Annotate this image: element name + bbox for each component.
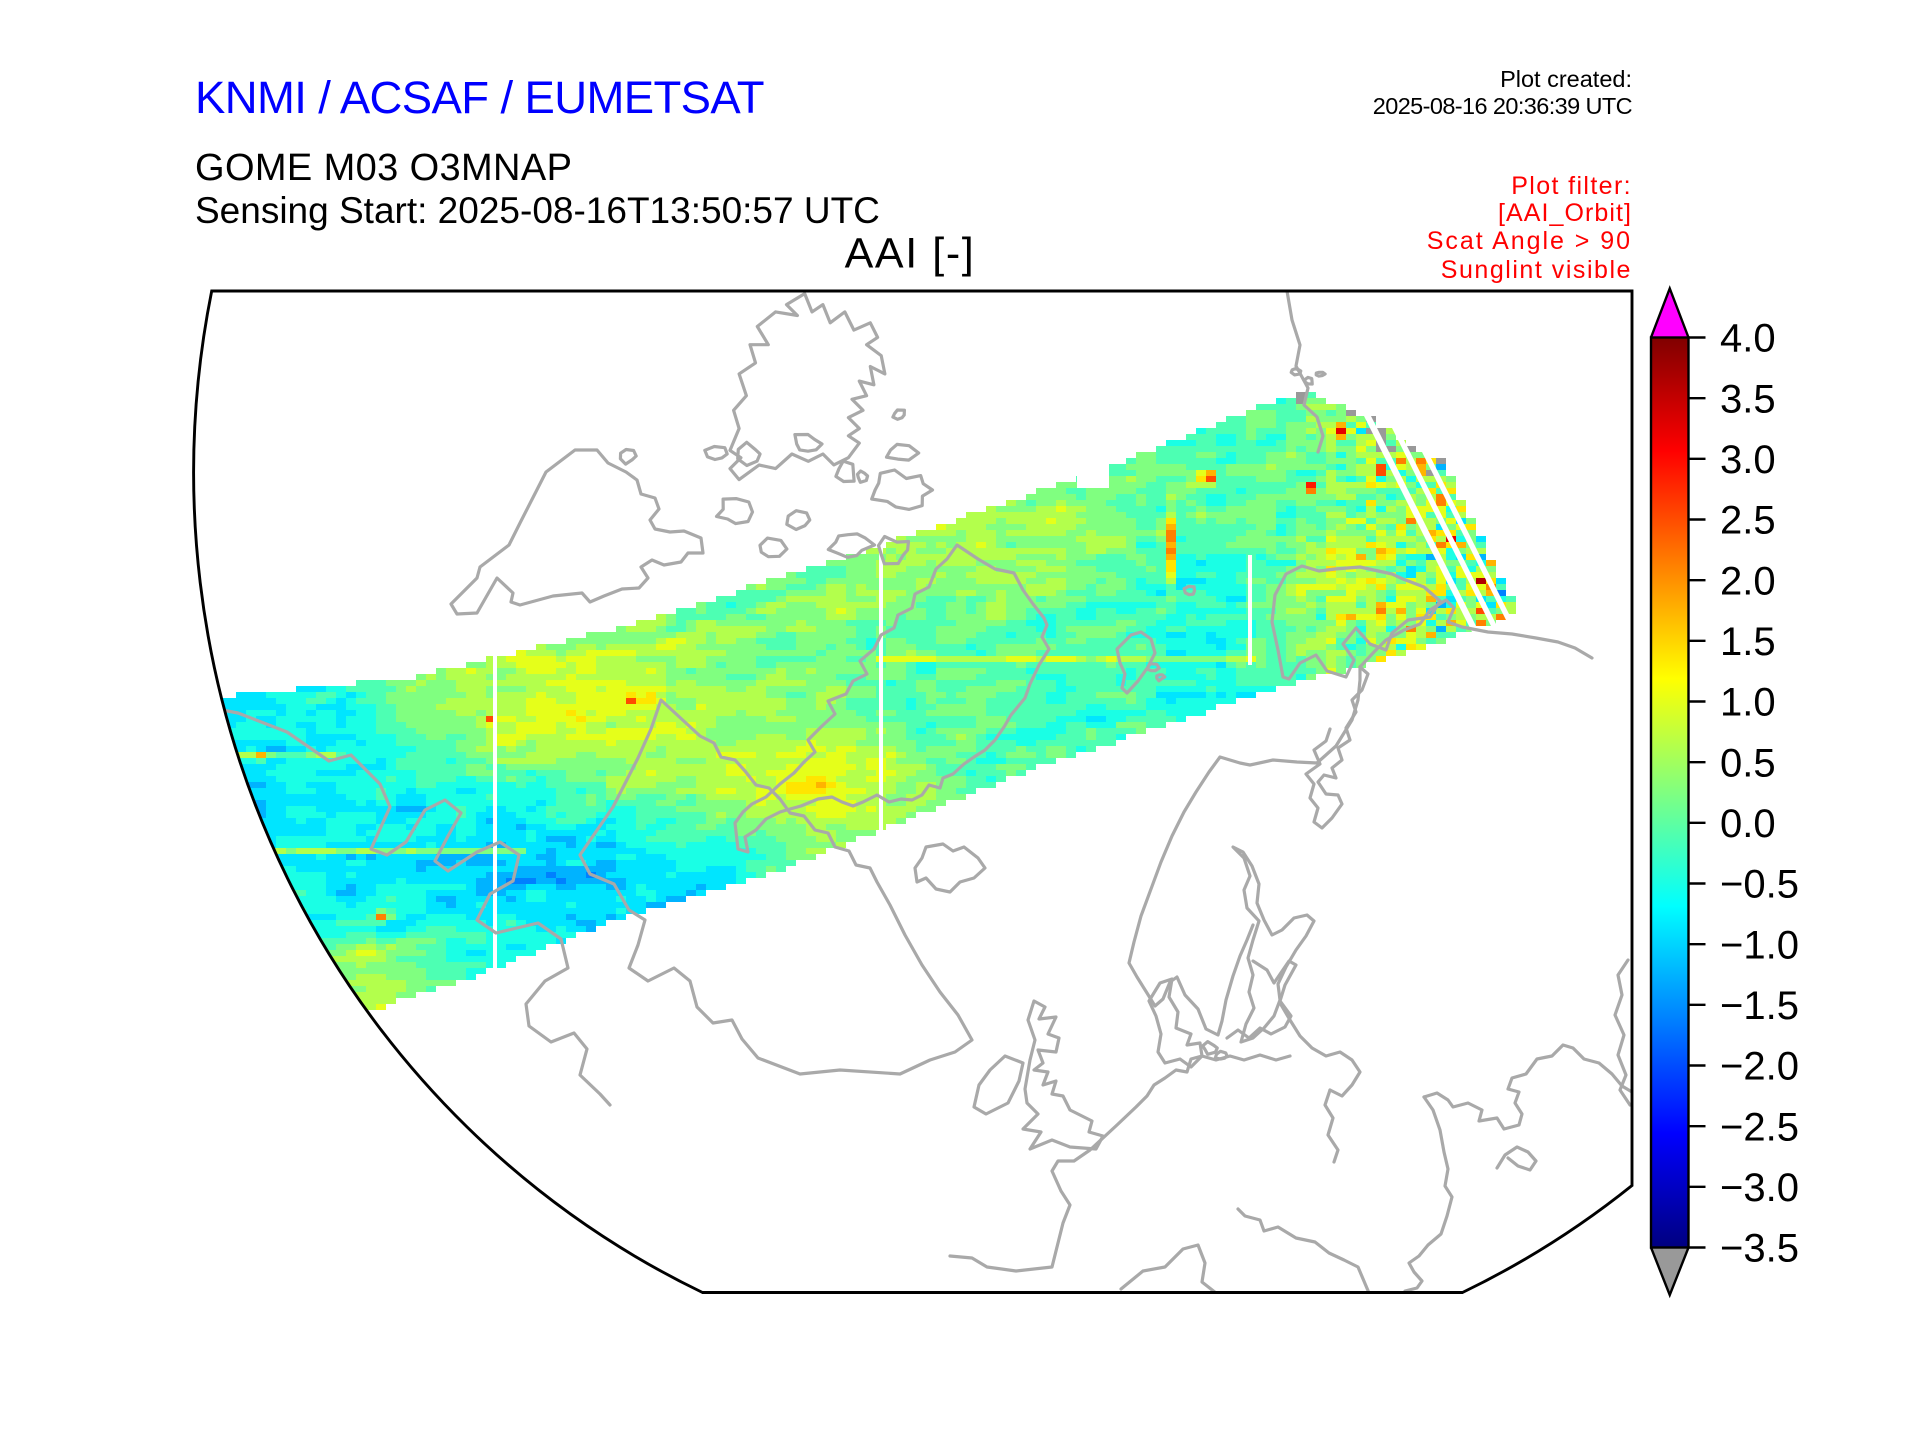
svg-text:2025-08-16 20:36:39 UTC: 2025-08-16 20:36:39 UTC — [1373, 93, 1633, 119]
svg-text:Plot filter:: Plot filter: — [1511, 172, 1632, 200]
svg-text:0.5: 0.5 — [1720, 741, 1776, 785]
svg-text:−1.0: −1.0 — [1720, 923, 1799, 967]
svg-text:Plot created:: Plot created: — [1500, 66, 1632, 92]
svg-text:−3.5: −3.5 — [1720, 1227, 1799, 1271]
svg-text:0.0: 0.0 — [1720, 802, 1776, 846]
svg-text:Sunglint visible: Sunglint visible — [1441, 256, 1632, 284]
svg-text:2.5: 2.5 — [1720, 499, 1776, 543]
svg-text:KNMI / ACSAF / EUMETSAT: KNMI / ACSAF / EUMETSAT — [195, 72, 764, 123]
svg-text:1.5: 1.5 — [1720, 620, 1776, 664]
svg-text:−0.5: −0.5 — [1720, 863, 1799, 907]
svg-text:Sensing Start: 2025-08-16T13:5: Sensing Start: 2025-08-16T13:50:57 UTC — [195, 190, 880, 231]
svg-text:−2.5: −2.5 — [1720, 1105, 1799, 1149]
svg-text:−3.0: −3.0 — [1720, 1166, 1799, 1210]
svg-text:4.0: 4.0 — [1720, 317, 1776, 361]
svg-text:−1.5: −1.5 — [1720, 984, 1799, 1028]
svg-text:−2.0: −2.0 — [1720, 1045, 1799, 1089]
svg-text:Scat Angle > 90: Scat Angle > 90 — [1427, 227, 1632, 255]
svg-text:AAI [-]: AAI [-] — [845, 230, 976, 278]
svg-text:[AAI_Orbit]: [AAI_Orbit] — [1498, 199, 1632, 227]
svg-text:2.0: 2.0 — [1720, 559, 1776, 603]
svg-text:1.0: 1.0 — [1720, 681, 1776, 725]
svg-text:GOME M03 O3MNAP: GOME M03 O3MNAP — [195, 147, 572, 189]
svg-text:3.5: 3.5 — [1720, 377, 1776, 421]
svg-text:3.0: 3.0 — [1720, 438, 1776, 482]
